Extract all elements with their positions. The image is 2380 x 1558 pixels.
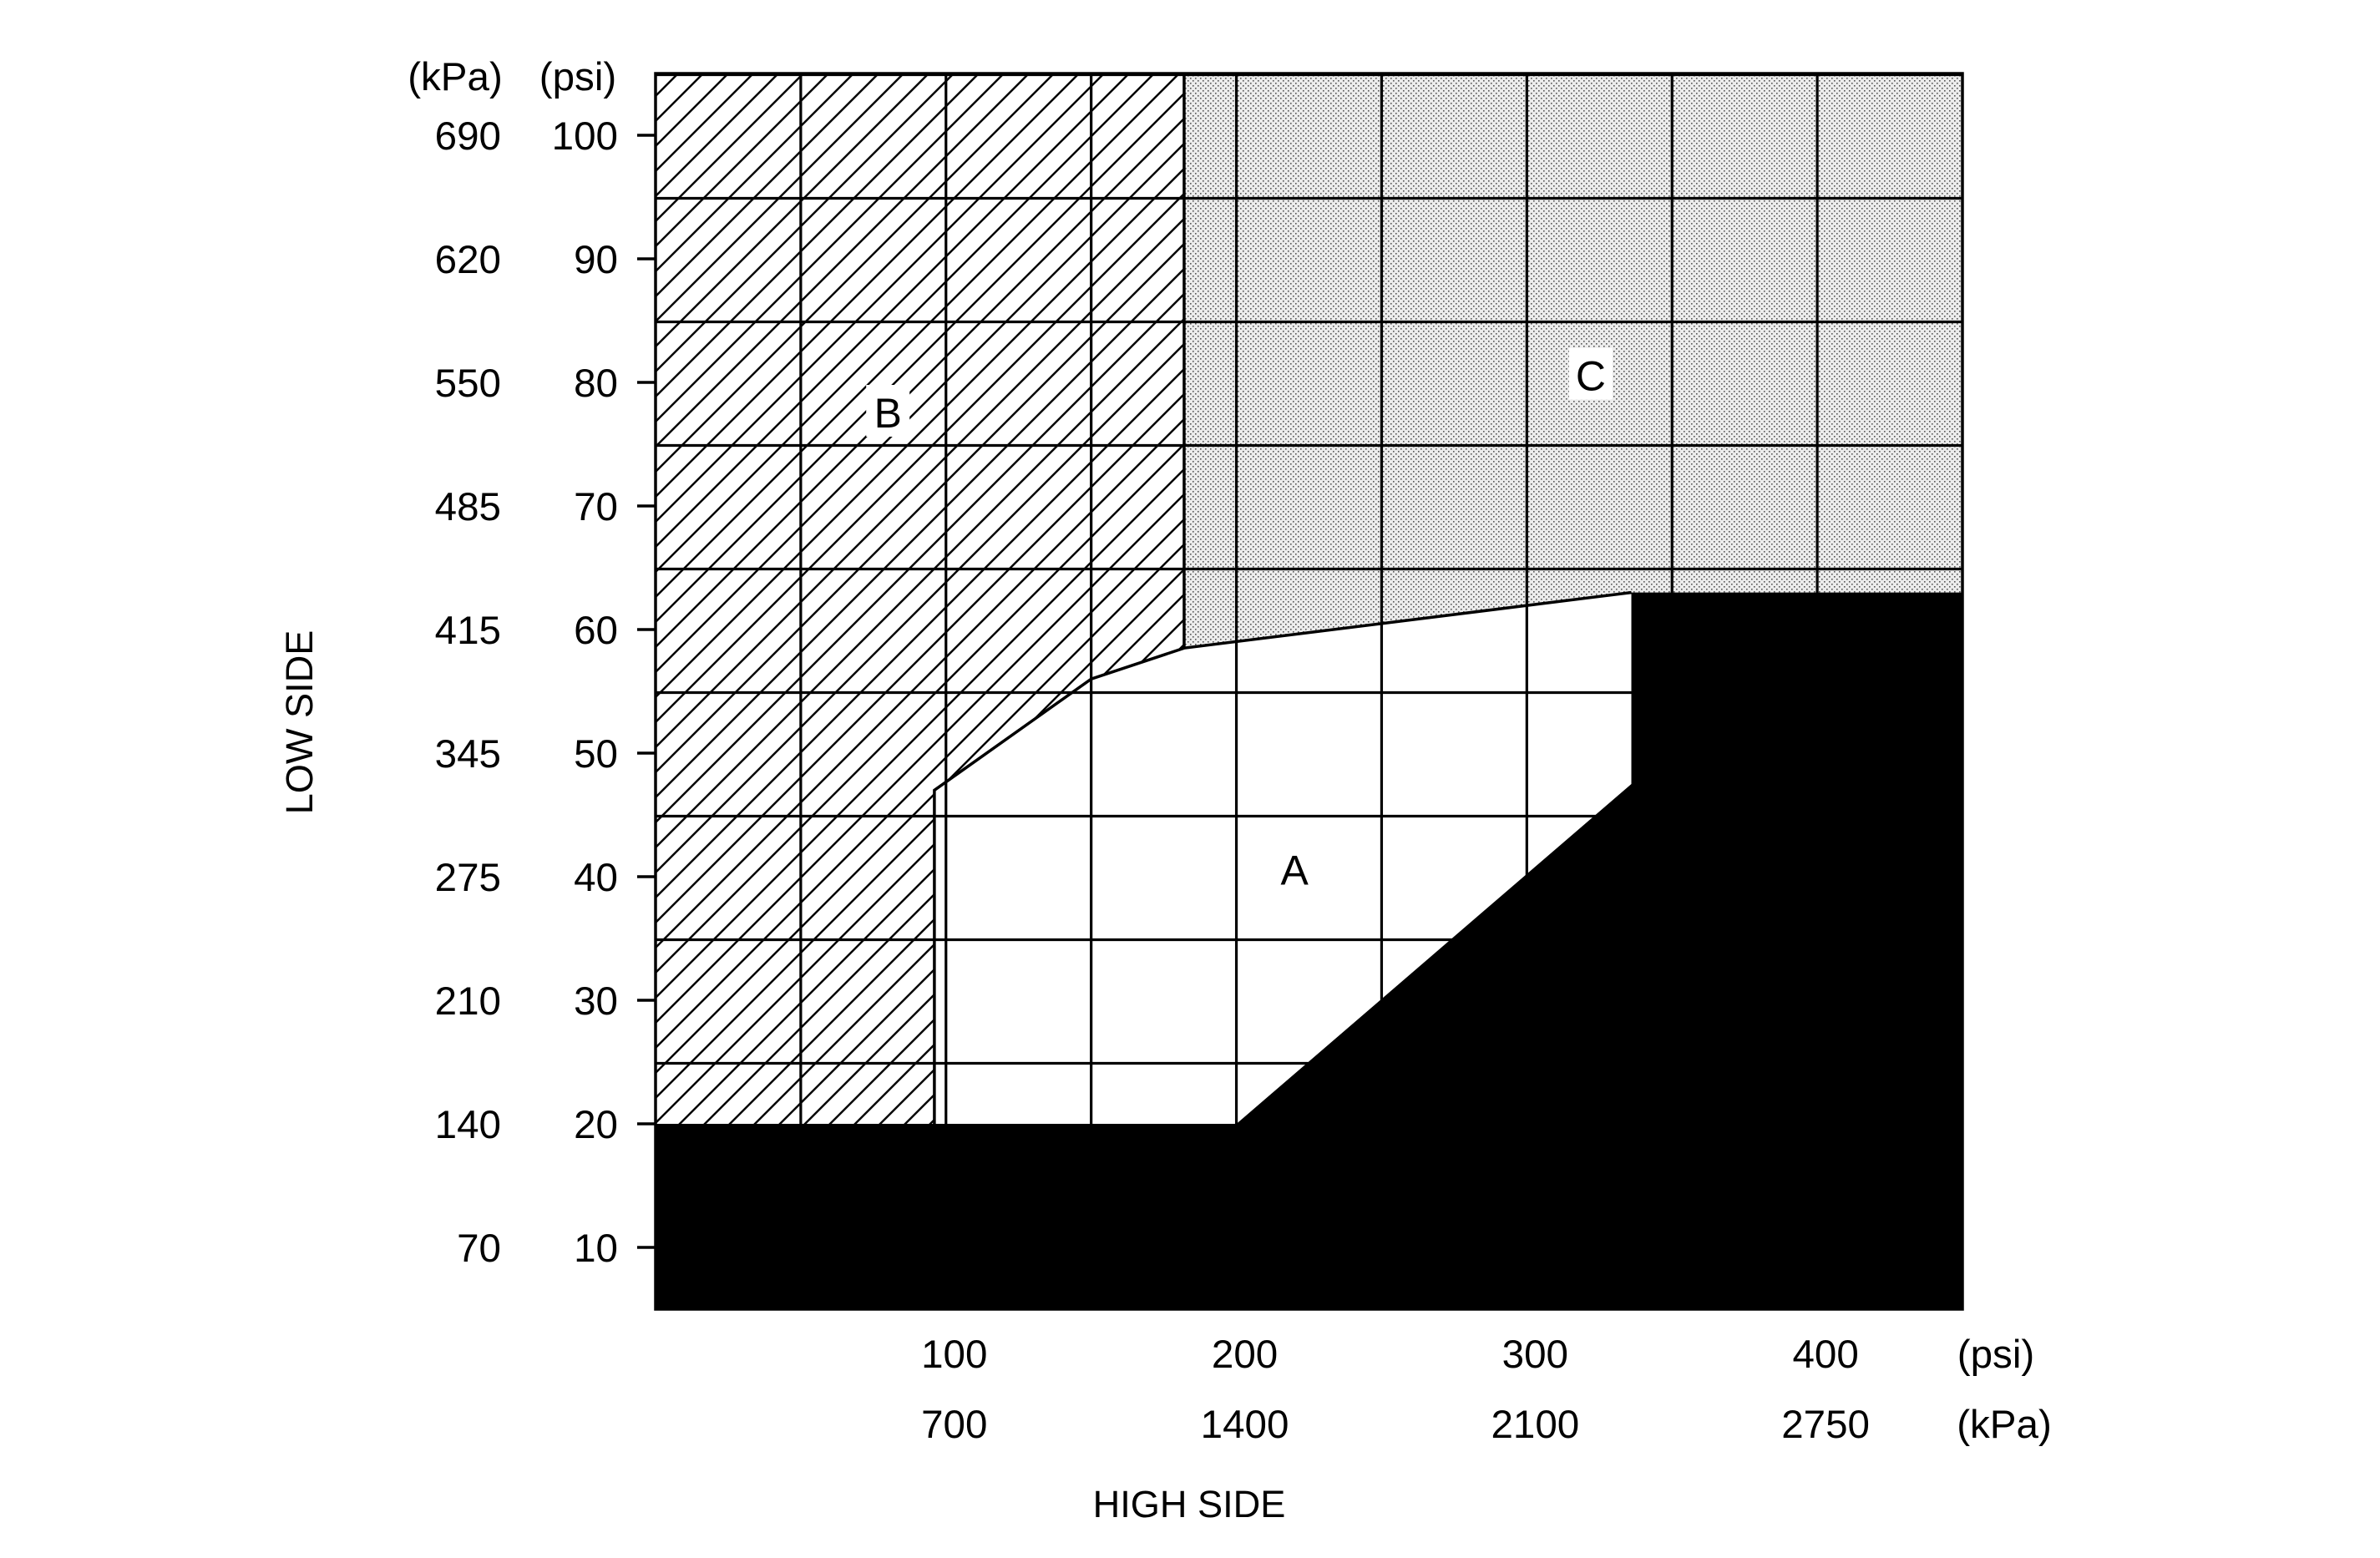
- x-tick-label-psi: 300: [1502, 1333, 1568, 1377]
- y-tick-label-psi: 30: [574, 979, 618, 1024]
- x-tick-label-kpa: 700: [921, 1403, 987, 1447]
- region-boundary: [933, 590, 1632, 1124]
- y-unit-kpa: (kPa): [408, 55, 503, 99]
- region-label-b: B: [874, 390, 902, 437]
- y-tick-label-kpa: 345: [435, 732, 501, 776]
- y-axis-title: LOW SIDE: [278, 630, 321, 815]
- region-label-bg: [866, 385, 910, 437]
- y-tick-label-psi: 90: [574, 238, 618, 282]
- y-tick-label-kpa: 415: [435, 609, 501, 653]
- y-tick-label-psi: 100: [552, 114, 618, 159]
- x-unit-kpa: (kPa): [1957, 1403, 2052, 1447]
- y-tick-label-kpa: 550: [435, 362, 501, 406]
- y-tick-label-psi: 40: [574, 856, 618, 900]
- region-label-bg: [1568, 347, 1613, 400]
- x-tick-label-kpa: 1400: [1201, 1403, 1289, 1447]
- y-unit-psi: (psi): [539, 55, 616, 99]
- region-label-a: A: [1280, 847, 1309, 894]
- region-label-c: C: [1576, 353, 1606, 400]
- region-b: [656, 73, 1184, 1124]
- y-tick-label-psi: 80: [574, 362, 618, 406]
- y-tick-label-psi: 50: [574, 732, 618, 776]
- region-a: [934, 592, 1632, 1124]
- x-tick-label-kpa: 2750: [1781, 1403, 1870, 1447]
- y-tick-label-kpa: 690: [435, 114, 501, 159]
- y-tick-label-kpa: 620: [435, 238, 501, 282]
- y-tick-label-kpa: 485: [435, 485, 501, 529]
- y-tick-label-kpa: 210: [435, 979, 501, 1024]
- x-tick-label-kpa: 2100: [1491, 1403, 1579, 1447]
- y-tick-label-psi: 20: [574, 1103, 618, 1147]
- y-tick-label-psi: 10: [574, 1227, 618, 1271]
- y-tick-label-kpa: 70: [457, 1227, 501, 1271]
- y-tick-label-psi: 70: [574, 485, 618, 529]
- y-tick-label-kpa: 275: [435, 856, 501, 900]
- region-d: [656, 592, 1962, 1309]
- x-tick-label-psi: 100: [921, 1333, 987, 1377]
- x-tick-label-psi: 200: [1212, 1333, 1278, 1377]
- y-tick-label-kpa: 140: [435, 1103, 501, 1147]
- x-tick-label-psi: 400: [1792, 1333, 1858, 1377]
- x-unit-psi: (psi): [1957, 1333, 2034, 1377]
- y-tick-label-psi: 60: [574, 609, 618, 653]
- x-axis-title: HIGH SIDE: [1093, 1483, 1286, 1525]
